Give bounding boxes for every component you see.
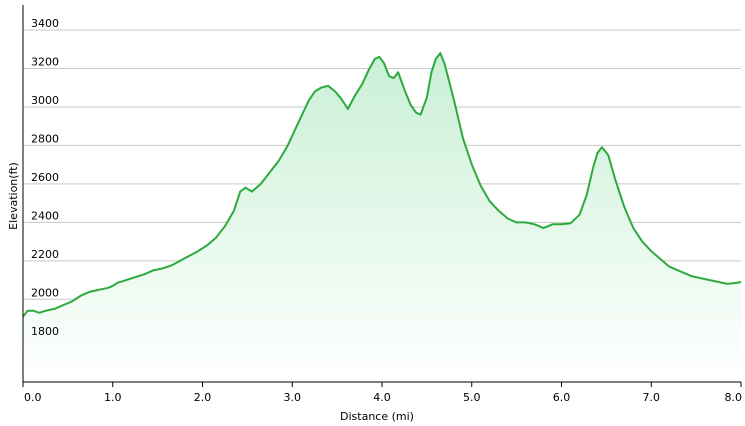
y-tick-label: 3400 [31, 17, 59, 30]
x-tick-label: 6.0 [553, 391, 571, 404]
y-tick-label: 3200 [31, 55, 59, 68]
x-tick-label: 8.0 [725, 391, 743, 404]
y-tick-label: 2600 [31, 171, 59, 184]
elevation-area [22, 52, 742, 382]
tick-labels: 1800 2000 2200 2400 2600 2800 3000 3200 3400 0.0 1… [24, 17, 742, 404]
x-tick-label: 0.0 [24, 391, 42, 404]
y-tick-label: 2200 [31, 248, 59, 261]
x-tick-label: 7.0 [643, 391, 661, 404]
y-tick-label: 3000 [31, 94, 59, 107]
x-tick-label: 2.0 [194, 391, 212, 404]
elevation-fill [23, 53, 741, 382]
x-tick-label: 3.0 [284, 391, 302, 404]
x-tick-label: 4.0 [373, 391, 391, 404]
y-tick-label: 2400 [31, 209, 59, 222]
axes [22, 5, 742, 387]
y-tick-label: 2000 [31, 286, 59, 299]
elevation-line [22, 52, 742, 318]
y-tick-label: 2800 [31, 132, 59, 145]
y-tick-label: 1800 [31, 325, 59, 338]
x-axis-title: Distance (mi) [340, 410, 414, 423]
x-tick-label: 5.0 [463, 391, 481, 404]
y-axis-title: Elevation(ft) [7, 162, 20, 230]
x-tick-label: 1.0 [104, 391, 122, 404]
